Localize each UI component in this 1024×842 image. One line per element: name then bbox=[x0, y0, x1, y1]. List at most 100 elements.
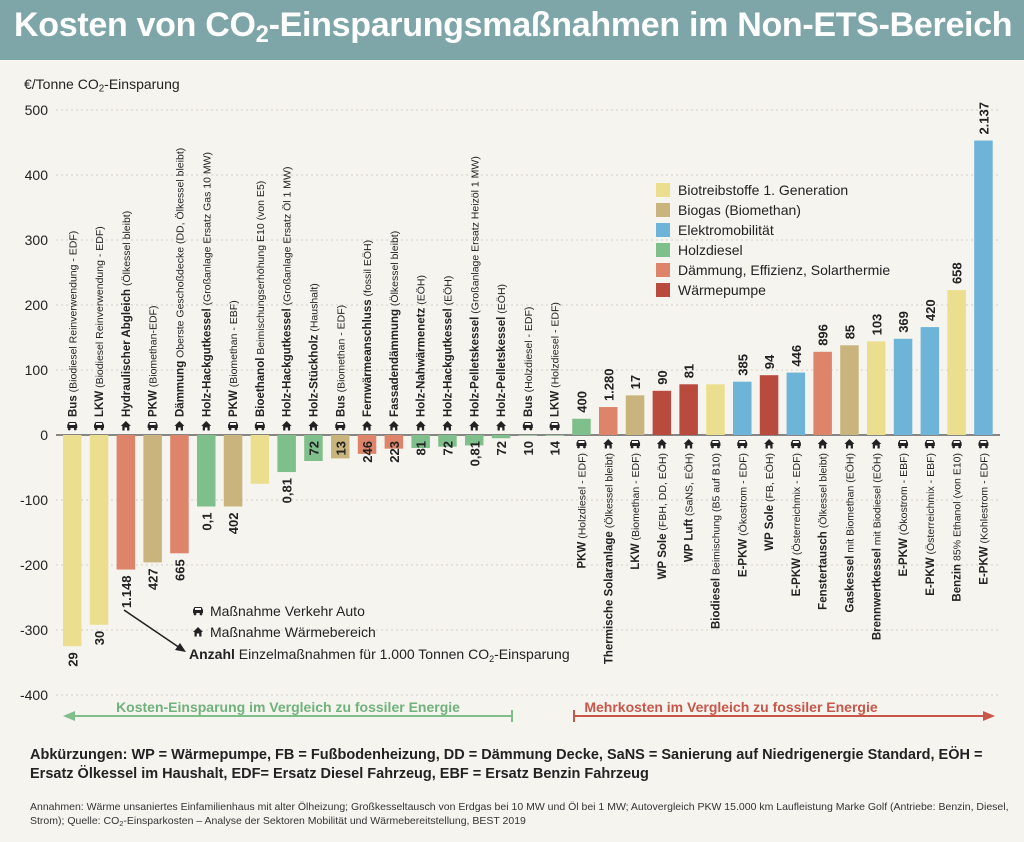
house-door bbox=[205, 427, 208, 431]
bar bbox=[250, 435, 270, 484]
y-tick-label: 200 bbox=[25, 297, 49, 313]
bar-label: WP Sole (FBH, DD, EÖH) bbox=[657, 453, 669, 579]
house-icon bbox=[683, 439, 694, 449]
bar bbox=[545, 435, 564, 436]
house-door bbox=[196, 633, 200, 637]
house-icon bbox=[496, 421, 507, 431]
bar-label: Fenstertausch (Ölkessel bleibt) bbox=[818, 453, 830, 610]
bar bbox=[384, 435, 404, 449]
bar-count: 90 bbox=[655, 370, 670, 384]
car-wheel bbox=[583, 445, 586, 449]
car-icon bbox=[228, 422, 239, 431]
bar-label: LKW (Biodiesel Reinverwendung - EDF) bbox=[94, 226, 106, 417]
bar-label: Benzin 85% Ethanol (von E10) bbox=[952, 453, 964, 602]
house-door bbox=[687, 445, 690, 449]
car-window bbox=[632, 441, 639, 443]
car-wheel bbox=[630, 445, 634, 449]
car-icon bbox=[94, 422, 105, 431]
house-door bbox=[312, 427, 315, 431]
bar-label: Holz-Pelletskessel (Großanlage Ersatz He… bbox=[469, 156, 481, 417]
legend-swatch bbox=[656, 243, 670, 257]
house-body bbox=[174, 421, 185, 431]
car-wheel bbox=[341, 427, 345, 431]
bar bbox=[867, 341, 886, 435]
car-window bbox=[792, 441, 799, 443]
car-wheel bbox=[711, 445, 714, 449]
bar-label: E-PKW (Österreichmix - EBF) bbox=[925, 453, 937, 596]
bar-count: 896 bbox=[816, 324, 831, 346]
car-wheel bbox=[94, 427, 98, 431]
house-body bbox=[496, 421, 507, 431]
car-wheel bbox=[261, 427, 265, 431]
house-body bbox=[120, 421, 131, 431]
y-axis-label: €/Tonne CO2-Einsparung bbox=[24, 76, 180, 95]
bar bbox=[170, 435, 189, 554]
house-body bbox=[603, 439, 614, 449]
house-body bbox=[201, 421, 212, 431]
bar-label: Holz-Stückholz (Haushalt) bbox=[308, 283, 320, 417]
bar-label: E-PKW (Österreichmix - EDF) bbox=[791, 453, 803, 596]
house-body bbox=[844, 439, 855, 449]
car-wheel bbox=[154, 427, 158, 431]
house-door bbox=[285, 427, 288, 431]
legend-label: Dämmung, Effizienz, Solarthermie bbox=[678, 262, 890, 278]
car-wheel bbox=[73, 427, 77, 431]
car-window bbox=[551, 423, 558, 425]
car-window bbox=[578, 441, 585, 443]
car-wheel bbox=[985, 445, 988, 449]
car-icon bbox=[549, 422, 560, 431]
bar bbox=[143, 435, 162, 563]
bar-label: Gaskessel mit Biomethan (EÖH) bbox=[844, 453, 856, 613]
car-icon bbox=[924, 440, 935, 449]
bar-label: Fernwärmeanschluss (fossil EÖH) bbox=[362, 240, 374, 417]
legend-label: Holzdiesel bbox=[678, 242, 743, 258]
car-window bbox=[337, 423, 344, 425]
car-wheel bbox=[931, 445, 935, 449]
bar-label: E-PKW (Ökostrom - EDF) bbox=[737, 453, 749, 577]
bar-count: 420 bbox=[923, 299, 938, 321]
bar bbox=[813, 351, 832, 435]
car-wheel bbox=[550, 427, 554, 431]
bar-label: Bioethanol Beimischungserhöhung E10 (von… bbox=[255, 181, 267, 417]
house-door bbox=[419, 427, 422, 431]
car-icon bbox=[335, 422, 346, 431]
house-body bbox=[308, 421, 319, 431]
bar-count: 1.280 bbox=[601, 369, 616, 402]
notes: Annahmen: Wärme unsaniertes Einfamilienh… bbox=[30, 801, 1009, 828]
house-body bbox=[193, 627, 203, 637]
house-icon bbox=[844, 439, 855, 449]
y-tick-label: -100 bbox=[20, 492, 48, 508]
bar-count: 10 bbox=[521, 441, 536, 455]
bar bbox=[920, 327, 940, 435]
bar-label: Holz-Nahwärmenetz (EÖH) bbox=[416, 275, 428, 417]
bar-label: Bus (Holzdiesel - EDF) bbox=[523, 307, 535, 417]
extra-cost-label: Mehrkosten im Vergleich zu fossiler Ener… bbox=[584, 699, 878, 715]
y-tick-label: 400 bbox=[25, 167, 49, 183]
car-wheel bbox=[234, 427, 238, 431]
house-icon bbox=[442, 421, 453, 431]
bar-label: PKW (Holzdiesel - EDF) bbox=[576, 453, 588, 569]
bar bbox=[465, 435, 484, 446]
house-door bbox=[392, 427, 396, 431]
house-body bbox=[871, 439, 882, 449]
bar-count: 402 bbox=[226, 513, 241, 535]
bar bbox=[438, 435, 457, 447]
bar bbox=[357, 435, 377, 454]
house-door bbox=[499, 427, 503, 431]
car-wheel bbox=[797, 445, 801, 449]
bar-label: Bus (Biodiesel Reinverwendung - EDF) bbox=[67, 231, 79, 417]
house-body bbox=[281, 421, 292, 431]
bar bbox=[331, 435, 350, 459]
car-wheel bbox=[791, 445, 795, 449]
house-body bbox=[362, 421, 373, 431]
y-tick-label: 500 bbox=[25, 102, 49, 118]
house-door bbox=[124, 427, 128, 431]
car-window bbox=[712, 441, 719, 443]
car-icon bbox=[710, 440, 721, 449]
bar-count: 0,81 bbox=[467, 441, 482, 466]
house-icon bbox=[817, 439, 828, 449]
car-window bbox=[96, 423, 103, 425]
house-icon bbox=[308, 421, 319, 431]
house-body bbox=[442, 421, 453, 431]
car-window bbox=[739, 441, 746, 443]
